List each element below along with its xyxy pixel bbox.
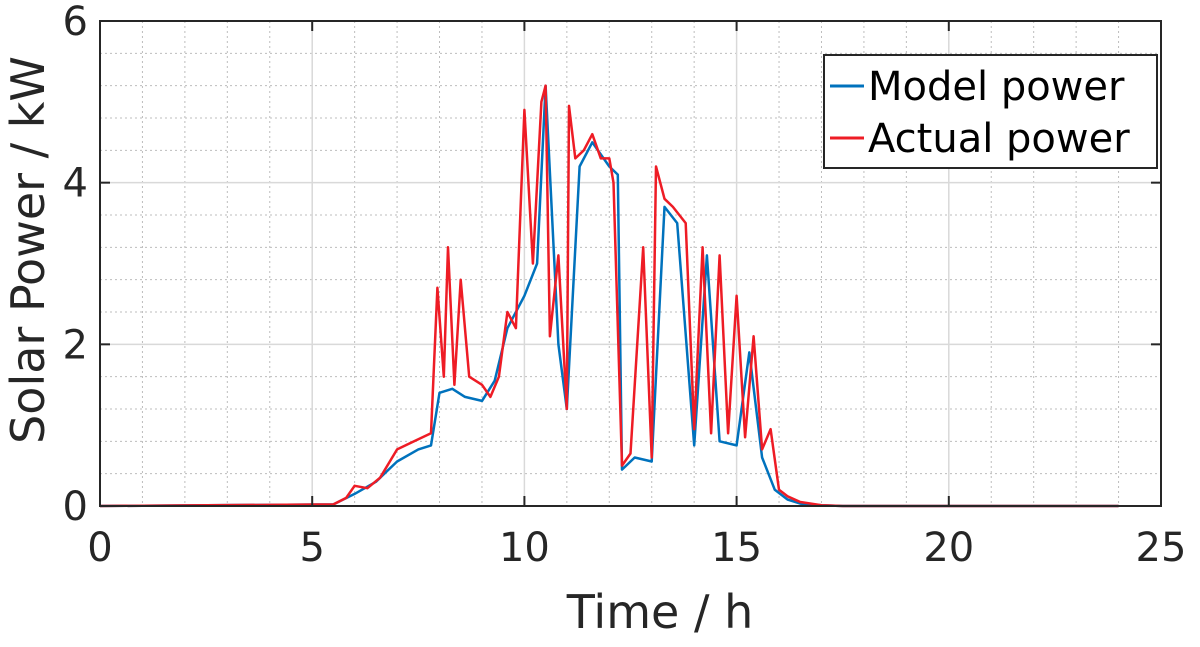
minor-grid [100,21,1161,506]
x-tick-label: 0 [87,525,112,571]
legend: Model power Actual power [823,54,1158,169]
x-tick-label: 10 [499,525,550,571]
tick-labels: 0 5 10 15 20 25 0 2 4 6 [63,0,1187,571]
y-tick-label: 4 [63,161,88,207]
y-tick-label: 0 [63,484,88,530]
x-tick-label: 15 [711,525,762,571]
tick-marks [99,20,1162,507]
x-tick-label: 25 [1136,525,1187,571]
legend-box [823,54,1158,169]
series-layer [99,84,1119,508]
plot-frame [99,20,1162,507]
x-axis-label: Time / h [566,585,753,639]
series-line-actual-power [99,84,1119,508]
x-tick-label: 20 [923,525,974,571]
legend-label-model-power: Model power [868,64,1125,110]
y-tick-label: 2 [63,322,88,368]
x-tick-label: 5 [299,525,324,571]
legend-label-actual-power: Actual power [868,116,1130,162]
y-axis-label: Solar Power / kW [1,56,55,444]
y-tick-label: 6 [63,0,88,45]
series-line-model-power [99,84,1119,508]
